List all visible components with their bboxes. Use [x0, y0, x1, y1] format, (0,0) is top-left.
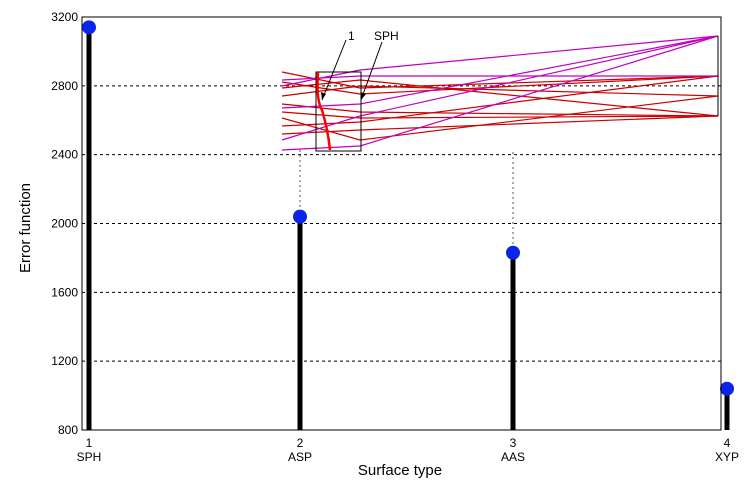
ray-line — [281, 85, 719, 97]
stem-marker — [506, 245, 520, 260]
x-tick-label: AAS — [501, 450, 525, 464]
y-tick-label: 800 — [58, 423, 78, 437]
ray-line — [281, 71, 719, 89]
leader-line — [321, 39, 347, 101]
x-tick-index: 3 — [510, 436, 517, 450]
y-tick-label: 2800 — [51, 79, 78, 93]
lens-box — [315, 71, 362, 152]
ray-line — [281, 75, 718, 81]
stem-sph — [82, 20, 96, 430]
stem-asp — [293, 209, 307, 430]
y-tick-label: 1600 — [51, 285, 78, 299]
leader-arrowhead — [361, 92, 366, 100]
stems — [82, 20, 734, 430]
grid-lines — [82, 85, 721, 362]
ray-line — [281, 75, 719, 95]
x-axis-label: Surface type — [358, 462, 442, 479]
optical-inset: 1 SPH — [281, 29, 719, 152]
ray-line — [281, 35, 719, 87]
stem-marker — [720, 381, 734, 396]
y-tick-label: 3200 — [51, 10, 78, 24]
ray-line — [281, 35, 719, 109]
leader-arrowhead — [321, 92, 326, 100]
stem-xyp — [720, 381, 734, 430]
stem-marker — [82, 20, 96, 35]
y-tick-labels: 800 1200 1600 2000 2400 2800 3200 — [51, 10, 78, 437]
y-axis-label: Error function — [17, 183, 34, 273]
x-tick-label: SPH — [77, 450, 102, 464]
ray-line — [281, 35, 719, 141]
ray-line — [281, 79, 719, 117]
plot-area-frame — [81, 16, 722, 431]
lens-surface — [316, 71, 332, 151]
ray-line — [281, 95, 719, 141]
ray-line — [281, 115, 719, 135]
guide-lines — [299, 150, 514, 247]
ray-line — [281, 35, 719, 151]
y-tick-label: 1200 — [51, 354, 78, 368]
inset-label: SPH — [374, 29, 399, 43]
x-tick-label: ASP — [288, 450, 312, 464]
ray-line — [281, 111, 719, 119]
inset-label: 1 — [348, 29, 355, 43]
stem-marker — [293, 209, 307, 224]
x-tick-index: 4 — [724, 436, 731, 450]
x-tick-index: 1 — [86, 436, 93, 450]
stem-aas — [506, 245, 520, 430]
y-tick-label: 2000 — [51, 217, 78, 231]
x-tick-label: XYP — [715, 450, 739, 464]
leader-line — [360, 41, 383, 101]
y-tick-label: 2400 — [51, 148, 78, 162]
ray-line — [281, 75, 719, 127]
x-tick-index: 2 — [297, 436, 304, 450]
